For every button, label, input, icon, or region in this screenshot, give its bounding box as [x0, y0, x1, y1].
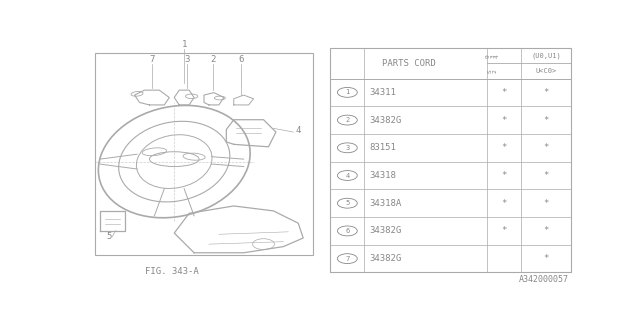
Text: 34318A: 34318A — [369, 199, 401, 208]
Text: 34318: 34318 — [369, 171, 396, 180]
Text: (U0,U1): (U0,U1) — [531, 52, 561, 59]
Bar — [330, 48, 571, 273]
Text: 4: 4 — [345, 172, 349, 179]
Text: 2: 2 — [345, 117, 349, 123]
Text: 5: 5 — [345, 200, 349, 206]
Text: *: * — [501, 116, 507, 124]
Text: *: * — [543, 254, 549, 263]
Text: PARTS CORD: PARTS CORD — [381, 59, 435, 68]
Text: 1: 1 — [182, 40, 187, 49]
Text: S
2: S 2 — [488, 69, 497, 73]
Text: *: * — [543, 227, 549, 236]
Text: *: * — [501, 199, 507, 208]
Text: *: * — [543, 116, 549, 124]
Text: 4: 4 — [296, 126, 301, 135]
Text: 6: 6 — [239, 55, 244, 64]
Text: *: * — [501, 143, 507, 152]
Text: *: * — [501, 171, 507, 180]
Text: 3: 3 — [184, 55, 189, 64]
Text: *: * — [501, 227, 507, 236]
Text: 9
3
4: 9 3 4 — [486, 54, 499, 58]
Text: U<C0>: U<C0> — [536, 68, 557, 74]
Text: 34382G: 34382G — [369, 116, 401, 124]
Text: FIG. 343-A: FIG. 343-A — [145, 267, 198, 276]
Text: 34311: 34311 — [369, 88, 396, 97]
Text: 5: 5 — [106, 232, 111, 241]
Text: 7: 7 — [345, 256, 349, 262]
Text: *: * — [501, 88, 507, 97]
Text: A342000057: A342000057 — [518, 275, 568, 284]
Text: 6: 6 — [345, 228, 349, 234]
Text: 1: 1 — [345, 89, 349, 95]
Text: 83151: 83151 — [369, 143, 396, 152]
Text: *: * — [543, 143, 549, 152]
Text: 3: 3 — [345, 145, 349, 151]
Text: 7: 7 — [149, 55, 155, 64]
Text: *: * — [543, 199, 549, 208]
Text: 34382G: 34382G — [369, 227, 401, 236]
Bar — [95, 53, 313, 255]
Text: *: * — [543, 171, 549, 180]
Text: *: * — [543, 88, 549, 97]
Text: 2: 2 — [211, 55, 216, 64]
Text: 34382G: 34382G — [369, 254, 401, 263]
